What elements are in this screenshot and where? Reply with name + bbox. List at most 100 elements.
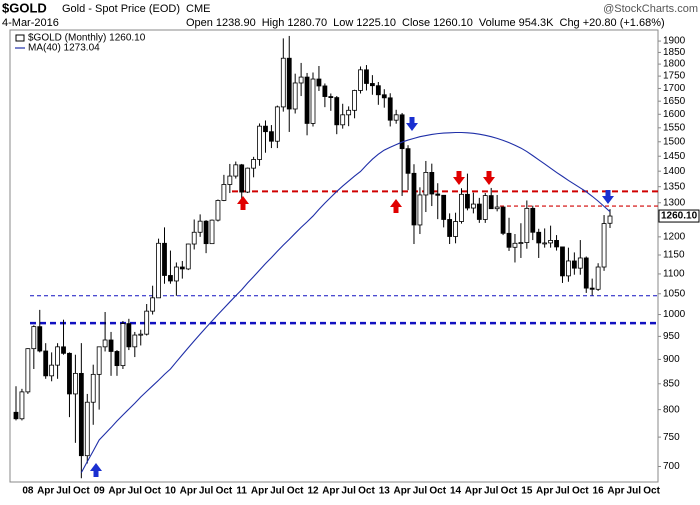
candle-body (346, 109, 352, 116)
candle-body (120, 323, 126, 367)
candle-body (108, 339, 114, 352)
x-tick-label: 09 (94, 486, 106, 497)
candle-body (583, 257, 589, 289)
y-tick-label: 950 (663, 331, 680, 342)
candle-body (257, 125, 262, 160)
quote-label: Low (333, 17, 353, 29)
candle-body (566, 260, 571, 277)
candle-body (132, 334, 138, 348)
candle-body (251, 159, 257, 169)
x-tick-label: Apr (465, 486, 482, 497)
y-tick-label: 1200 (663, 231, 686, 242)
quote-value: 1238.90 (216, 17, 256, 29)
candle-body (209, 219, 215, 245)
candle-body (263, 125, 268, 133)
candle-body (601, 223, 607, 268)
candle-body (185, 243, 191, 270)
x-tick-label: Apr (108, 486, 125, 497)
candle-body (316, 78, 322, 87)
candle-body (375, 85, 381, 96)
candle-body (61, 346, 66, 354)
quote-value: 1280.70 (287, 17, 327, 29)
quote: Open 1238.90 High 1280.70 Low 1225.10 Close 126… (186, 17, 665, 29)
x-tick-label: Oct (73, 486, 90, 497)
x-tick-label: 10 (165, 486, 177, 497)
candle-body (441, 194, 447, 220)
candle-body (447, 219, 453, 237)
quote-label: Open (186, 17, 213, 29)
candle-body (518, 242, 524, 244)
x-tick-label: 12 (307, 486, 319, 497)
candle-body (150, 297, 156, 312)
x-tick-label: Jul (56, 486, 71, 497)
candle-body (411, 172, 417, 226)
price-tag-label: 1260.10 (661, 211, 698, 222)
x-tick-label: Jul (413, 486, 428, 497)
candle-body (31, 326, 37, 350)
candle-body (19, 391, 25, 420)
candle-body (144, 310, 150, 335)
plot-frame (9, 29, 659, 483)
candle-body (506, 232, 512, 248)
candle-body (364, 69, 369, 84)
candle-body (393, 114, 399, 121)
candle-body (67, 352, 72, 395)
x-tick-label: 14 (450, 486, 462, 497)
candle-body (37, 326, 43, 352)
y-tick-label: 1100 (663, 269, 685, 280)
x-tick-label: 08 (22, 486, 34, 497)
ma-line (80, 131, 611, 473)
quote-label: Close (402, 17, 430, 29)
y-tick-label: 1700 (663, 83, 686, 94)
candle-body (453, 221, 458, 237)
candle-body (43, 350, 49, 377)
candle-body (269, 131, 274, 142)
candle-body (465, 193, 470, 209)
candle-body (292, 82, 298, 110)
candle-body (500, 206, 506, 234)
candle-body (138, 333, 144, 336)
arrow (453, 171, 465, 185)
candle-body (536, 231, 542, 244)
candle-body (560, 246, 565, 277)
candle-body (340, 114, 346, 126)
quote-label: Chg (560, 17, 580, 29)
y-tick-label: 1800 (663, 59, 686, 70)
y-tick-label: 1750 (663, 71, 686, 82)
candle-body (577, 257, 583, 269)
candle-body (334, 97, 340, 126)
arrow (406, 117, 418, 131)
candle-body (399, 114, 405, 150)
legend-label: MA(40) 1273.04 (28, 43, 100, 54)
quote-label: Volume (479, 17, 516, 29)
y-tick-label: 1900 (663, 36, 686, 47)
x-tick-label: Apr (37, 486, 54, 497)
y-tick-label: 1050 (663, 288, 686, 299)
candle-body (203, 220, 209, 245)
arrow (90, 463, 102, 477)
x-tick-label: Apr (393, 486, 410, 497)
y-tick-label: 1450 (663, 151, 686, 162)
candle-body (239, 164, 245, 193)
x-tick-label: Jul (341, 486, 356, 497)
y-tick-label: 700 (663, 461, 680, 472)
quote-value: +20.80 (+1.68%) (583, 17, 665, 29)
quote-label: High (262, 17, 285, 29)
x-tick-label: Oct (144, 486, 161, 497)
candle-body (78, 372, 84, 457)
x-tick-label: Jul (128, 486, 143, 497)
candle-body (13, 411, 19, 420)
candle-body (512, 242, 518, 248)
candle-body (49, 364, 55, 377)
x-tick-label: Oct (501, 486, 518, 497)
y-tick-label: 1850 (663, 47, 686, 58)
x-tick-label: Oct (572, 486, 589, 497)
candle-body (221, 184, 227, 201)
candle-body (387, 97, 393, 121)
y-tick-label: 900 (663, 354, 680, 365)
candle-body (530, 207, 536, 233)
candle-body (245, 167, 251, 193)
candle-body (179, 266, 185, 270)
x-tick-label: Jul (555, 486, 570, 497)
candle-body (84, 401, 90, 457)
